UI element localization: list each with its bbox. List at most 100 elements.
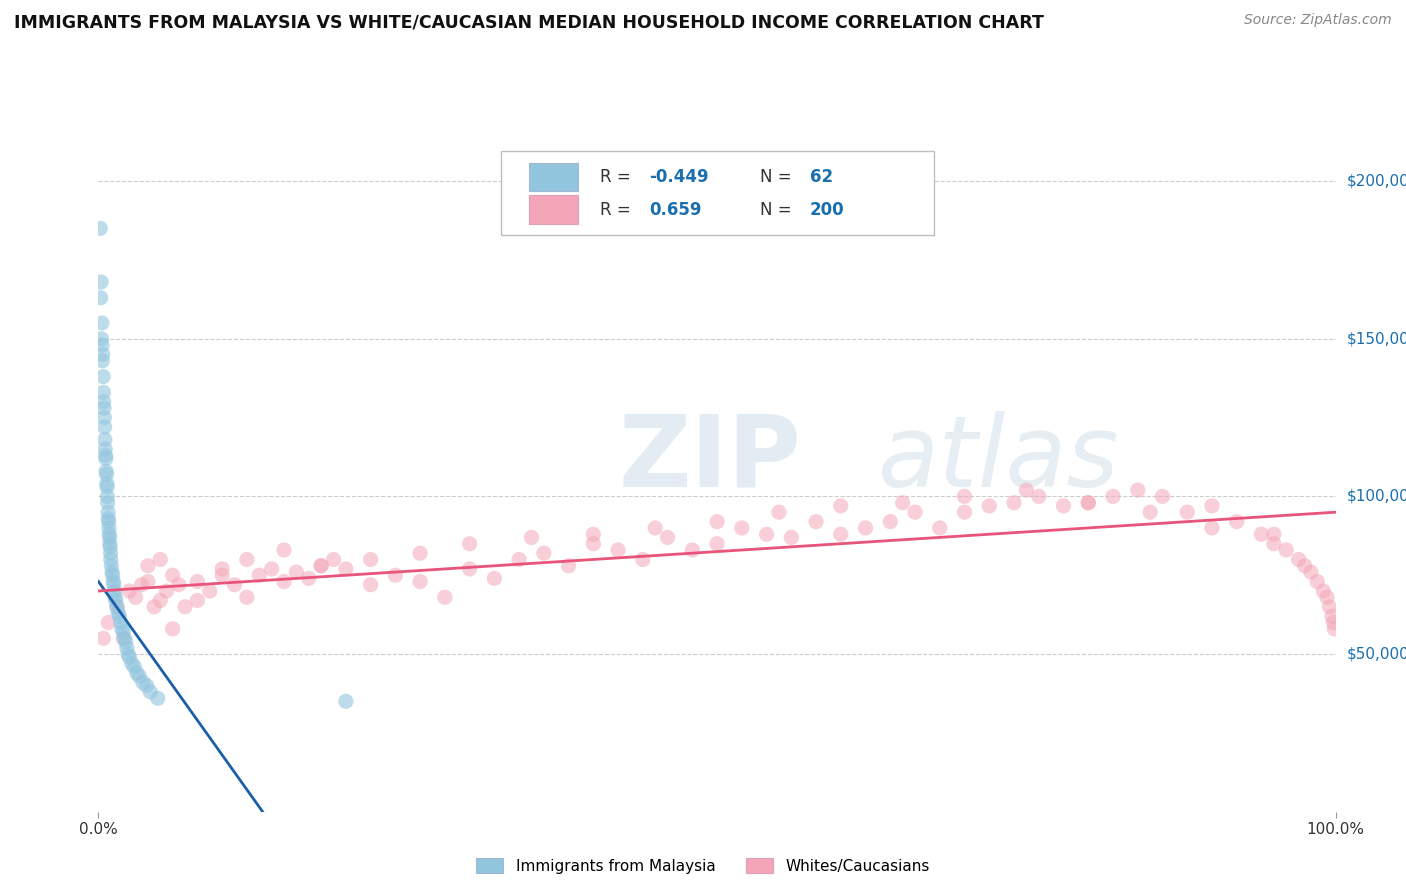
Point [273,543,295,558]
Point [1319,599,1341,614]
Point [631,552,654,566]
Point [804,515,827,529]
Text: Source: ZipAtlas.com: Source: ZipAtlas.com [1244,13,1392,28]
Point [108,609,131,624]
Point [1077,496,1099,510]
Point [114,634,136,648]
Point [91,347,114,361]
Point [93,632,115,646]
Point [101,568,124,582]
Point [110,615,132,630]
Point [830,499,852,513]
Point [186,574,208,589]
Point [149,593,172,607]
Point [1299,565,1322,579]
Text: IMMIGRANTS FROM MALAYSIA VS WHITE/CAUCASIAN MEDIAN HOUSEHOLD INCOME CORRELATION : IMMIGRANTS FROM MALAYSIA VS WHITE/CAUCAS… [14,13,1043,31]
Point [94,442,117,456]
Point [979,499,1001,513]
Point [1102,490,1125,504]
Point [121,657,143,671]
Point [94,449,117,463]
Point [657,530,679,544]
Point [879,515,901,529]
Text: N =: N = [761,169,797,186]
Point [128,669,150,683]
Point [409,546,432,560]
Point [90,275,112,289]
Point [953,490,976,504]
Point [91,338,114,352]
Point [103,577,125,591]
Point [607,543,630,558]
Point [582,537,605,551]
Point [111,622,134,636]
Y-axis label: Median Household Income: Median Household Income [0,371,7,574]
Point [1294,558,1316,573]
Point [224,577,246,591]
Point [96,467,118,482]
Point [136,574,159,589]
Point [93,410,115,425]
Point [360,552,382,566]
Point [90,332,112,346]
Point [115,640,138,655]
Point [508,552,530,566]
Text: ZIP: ZIP [619,410,801,508]
Point [780,530,803,544]
Point [1306,574,1329,589]
Point [260,562,283,576]
Point [582,527,605,541]
Point [118,650,141,665]
FancyBboxPatch shape [529,195,578,224]
Point [96,490,118,504]
Point [93,394,115,409]
Point [104,591,127,605]
Point [1201,499,1223,513]
Point [90,316,112,330]
Point [1139,505,1161,519]
Point [94,451,117,466]
Point [211,562,233,576]
Text: $150,000: $150,000 [1347,331,1406,346]
Point [89,221,111,235]
FancyBboxPatch shape [501,151,934,235]
Point [125,665,148,680]
Point [112,632,135,646]
Point [335,562,357,576]
Point [146,691,169,706]
Point [1077,496,1099,510]
Point [97,496,120,510]
Point [103,584,125,599]
Point [90,291,112,305]
Point [409,574,432,589]
Point [458,537,481,551]
Point [298,571,321,585]
Point [98,537,121,551]
Point [105,599,128,614]
Point [198,584,221,599]
Point [136,558,159,573]
Point [131,577,153,591]
Point [1275,543,1298,558]
Point [236,552,259,566]
Text: 200: 200 [810,201,845,219]
Point [94,464,117,478]
Point [105,599,128,614]
Point [1152,490,1174,504]
Point [174,599,197,614]
Point [167,577,190,591]
Point [247,568,270,582]
Point [112,625,135,640]
Point [1201,521,1223,535]
Point [891,496,914,510]
Point [118,584,141,599]
Point [904,505,927,519]
Point [1002,496,1025,510]
Point [107,606,129,620]
Point [458,562,481,576]
Point [1288,552,1310,566]
Point [953,505,976,519]
Text: N =: N = [761,201,797,219]
Point [98,540,121,554]
Point [101,565,124,579]
